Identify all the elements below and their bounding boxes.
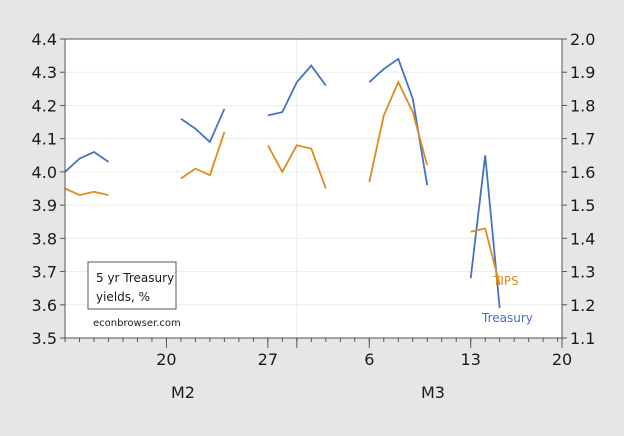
left-y-axis: 3.5 3.6 3.7 3.8 3.9 4.0 4.1 4.2 4.3 4.4 (32, 30, 65, 348)
y-left-tick-label: 3.5 (32, 329, 57, 348)
x-axis: 20 27 6 13 20 M2 M3 (64, 338, 572, 402)
treasury-series-label: Treasury (481, 311, 533, 325)
y-left-tick-label: 3.8 (32, 229, 57, 248)
tips-line (180, 131, 226, 180)
right-y-axis: 1.1 1.2 1.3 1.4 1.5 1.6 1.7 1.8 1.9 2.0 (562, 30, 595, 348)
y-right-tick-label: 1.9 (570, 63, 595, 82)
y-right-tick-label: 1.1 (570, 329, 595, 348)
y-left-tick-label: 4.1 (32, 130, 57, 149)
treasury-line (64, 150, 110, 173)
tips-series-label: TIPS (492, 274, 519, 288)
x-tick-label: 27 (258, 350, 278, 369)
x-month-label: M3 (421, 383, 445, 402)
y-right-tick-label: 1.3 (570, 263, 595, 282)
series-lines (64, 57, 501, 309)
y-left-tick-label: 4.3 (32, 63, 57, 82)
y-left-tick-label: 4.0 (32, 163, 57, 182)
x-month-label: M2 (171, 383, 195, 402)
y-right-tick-label: 1.4 (570, 229, 595, 248)
annotation-box: 5 yr Treasury yields, % (87, 261, 177, 310)
y-left-tick-label: 3.9 (32, 196, 57, 215)
source-credit: econbrowser.com (93, 318, 181, 329)
treasury-line (267, 64, 327, 117)
tips-line (368, 80, 429, 183)
x-tick-label: 6 (364, 350, 374, 369)
y-right-tick-label: 2.0 (570, 30, 595, 49)
y-right-tick-label: 1.6 (570, 163, 595, 182)
y-right-tick-label: 1.5 (570, 196, 595, 215)
y-right-tick-label: 1.2 (570, 296, 595, 315)
y-right-tick-label: 1.8 (570, 96, 595, 115)
tips-line (470, 227, 501, 286)
note-line-1: 5 yr Treasury (96, 271, 174, 285)
treasury-line (469, 155, 501, 309)
y-right-tick-label: 1.7 (570, 130, 595, 149)
x-tick-label: 13 (461, 350, 481, 369)
x-tick-label: 20 (552, 350, 572, 369)
x-tick-label: 20 (156, 350, 176, 369)
tips-line (267, 144, 327, 189)
plot-frame (64, 38, 563, 339)
y-left-tick-label: 3.7 (32, 263, 57, 282)
y-left-tick-label: 3.6 (32, 296, 57, 315)
y-left-tick-label: 4.2 (32, 96, 57, 115)
tips-line (64, 187, 109, 197)
y-left-tick-label: 4.4 (32, 30, 57, 49)
note-line-2: yields, % (96, 290, 150, 304)
treasury-line (180, 108, 226, 144)
